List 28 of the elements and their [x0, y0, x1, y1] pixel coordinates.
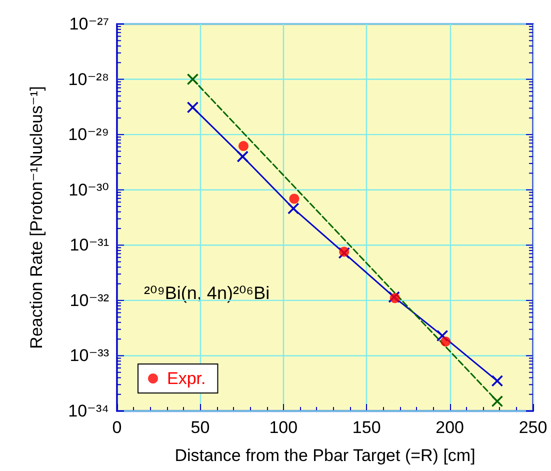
- point: [186, 73, 199, 86]
- x-tick-label: 50: [190, 418, 210, 437]
- y-tick-label: 10⁻³⁰: [68, 180, 110, 200]
- point: [440, 336, 451, 347]
- point: [491, 375, 504, 387]
- x-axis-title: Distance from the Pbar Target (=R) [cm]: [174, 446, 476, 465]
- x-tick-label: 200: [436, 418, 464, 437]
- y-tick-label: 10⁻³³: [70, 346, 110, 366]
- point: [491, 395, 504, 408]
- y-tick-label: 10⁻³²: [70, 290, 110, 310]
- x-tick-label: 150: [352, 418, 381, 437]
- y-tick-label: 10⁻²⁸: [68, 70, 109, 89]
- point: [238, 141, 248, 152]
- y-axis-title: Reaction Rate [Proton⁻¹Nucleus⁻¹]: [27, 86, 46, 349]
- x-tick-label: 0: [112, 418, 122, 437]
- x-tick-label: 100: [269, 418, 298, 437]
- y-tick-label: 10⁻²⁷: [69, 14, 109, 34]
- point: [186, 102, 199, 114]
- point: [236, 150, 249, 162]
- annotation: ²⁰⁹Bi(n, 4n)²⁰⁶Bi: [144, 283, 270, 303]
- point: [436, 330, 448, 342]
- x-tick-label: 250: [518, 418, 548, 437]
- y-tick-label: 10⁻³¹: [70, 236, 110, 255]
- y-tick-label: 10⁻³⁴: [68, 402, 109, 420]
- y-tick-label: 10⁻²⁹: [68, 125, 109, 144]
- point: [287, 202, 300, 214]
- legend-label: Expr.: [167, 369, 206, 388]
- point: [289, 194, 300, 204]
